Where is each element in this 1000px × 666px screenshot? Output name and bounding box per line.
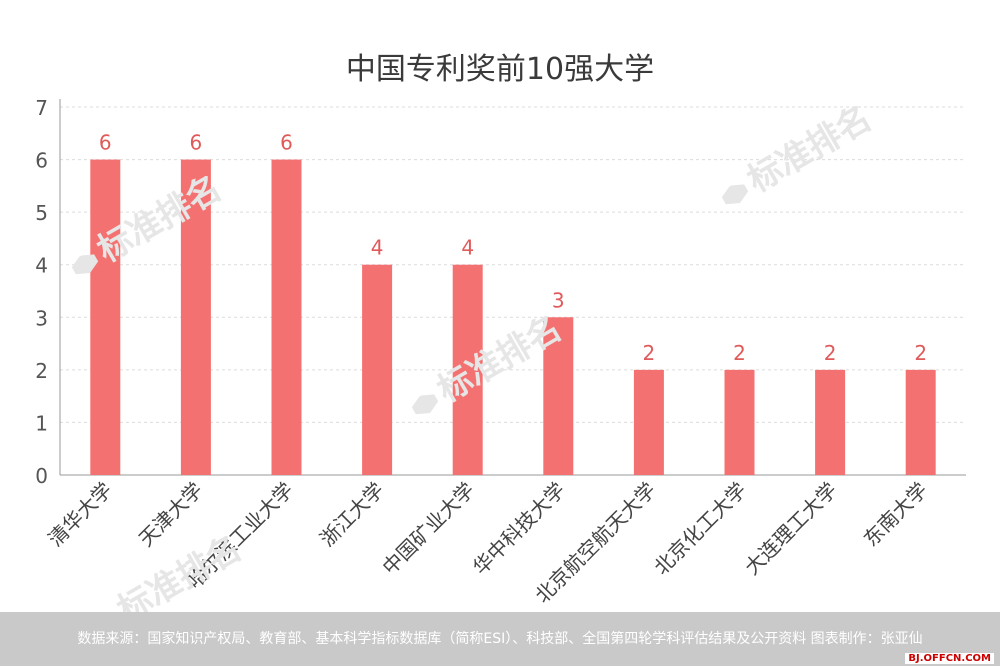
chart-area: 0 1 2 3 4 5 6 7 6 清华大学 6 天津大学 6 哈尔滨工业大学 4 浙江大学 4 中国矿业大学 3 华… xyxy=(35,96,966,608)
x-tick-label: 华中科技大学 xyxy=(468,478,570,580)
data-label: 2 xyxy=(914,341,927,365)
x-tick-label: 中国矿业大学 xyxy=(377,478,479,580)
y-tick-label: 6 xyxy=(35,149,48,173)
data-label: 6 xyxy=(99,131,112,155)
x-tick-label: 北京化工大学 xyxy=(649,478,751,580)
data-label: 4 xyxy=(371,236,384,260)
data-label: 2 xyxy=(824,341,837,365)
bar-chart: 012345676清华大学6天津大学6哈尔滨工业大学4浙江大学4中国矿业大学3华… xyxy=(35,96,966,608)
bar xyxy=(271,159,302,476)
bar xyxy=(633,369,664,475)
y-tick-label: 3 xyxy=(35,306,48,330)
data-label: 2 xyxy=(733,341,746,365)
bar xyxy=(815,369,846,475)
x-tick-label: 天津大学 xyxy=(134,478,208,552)
bar xyxy=(543,317,574,475)
x-tick-label: 清华大学 xyxy=(43,478,117,552)
chart-title: 中国专利奖前10强大学 xyxy=(345,52,655,87)
data-label: 6 xyxy=(190,131,203,155)
x-tick-label: 浙江大学 xyxy=(315,478,389,552)
bar xyxy=(724,369,755,475)
data-label: 6 xyxy=(280,131,293,155)
y-tick-label: 0 xyxy=(35,464,48,488)
y-tick-label: 5 xyxy=(35,201,48,225)
data-label: 3 xyxy=(552,288,565,312)
x-tick-label: 大连理工大学 xyxy=(740,478,842,580)
y-tick-label: 1 xyxy=(35,411,48,435)
site-badge[interactable]: BJ.OFFCN.COM xyxy=(905,653,994,664)
bar xyxy=(362,264,393,475)
y-tick-label: 4 xyxy=(35,254,48,278)
bar xyxy=(452,264,483,475)
bar xyxy=(90,159,121,476)
source-note: 数据来源：国家知识产权局、教育部、基本科学指标数据库（简称ESI）、科技部、全国… xyxy=(77,631,923,647)
data-label: 4 xyxy=(461,236,474,260)
x-tick-label: 东南大学 xyxy=(859,478,933,552)
bar xyxy=(905,369,936,475)
footer: 数据来源：国家知识产权局、教育部、基本科学指标数据库（简称ESI）、科技部、全国… xyxy=(0,612,1000,666)
y-tick-label: 7 xyxy=(35,96,48,120)
y-tick-label: 2 xyxy=(35,359,48,383)
data-label: 2 xyxy=(643,341,656,365)
bar xyxy=(180,159,211,476)
